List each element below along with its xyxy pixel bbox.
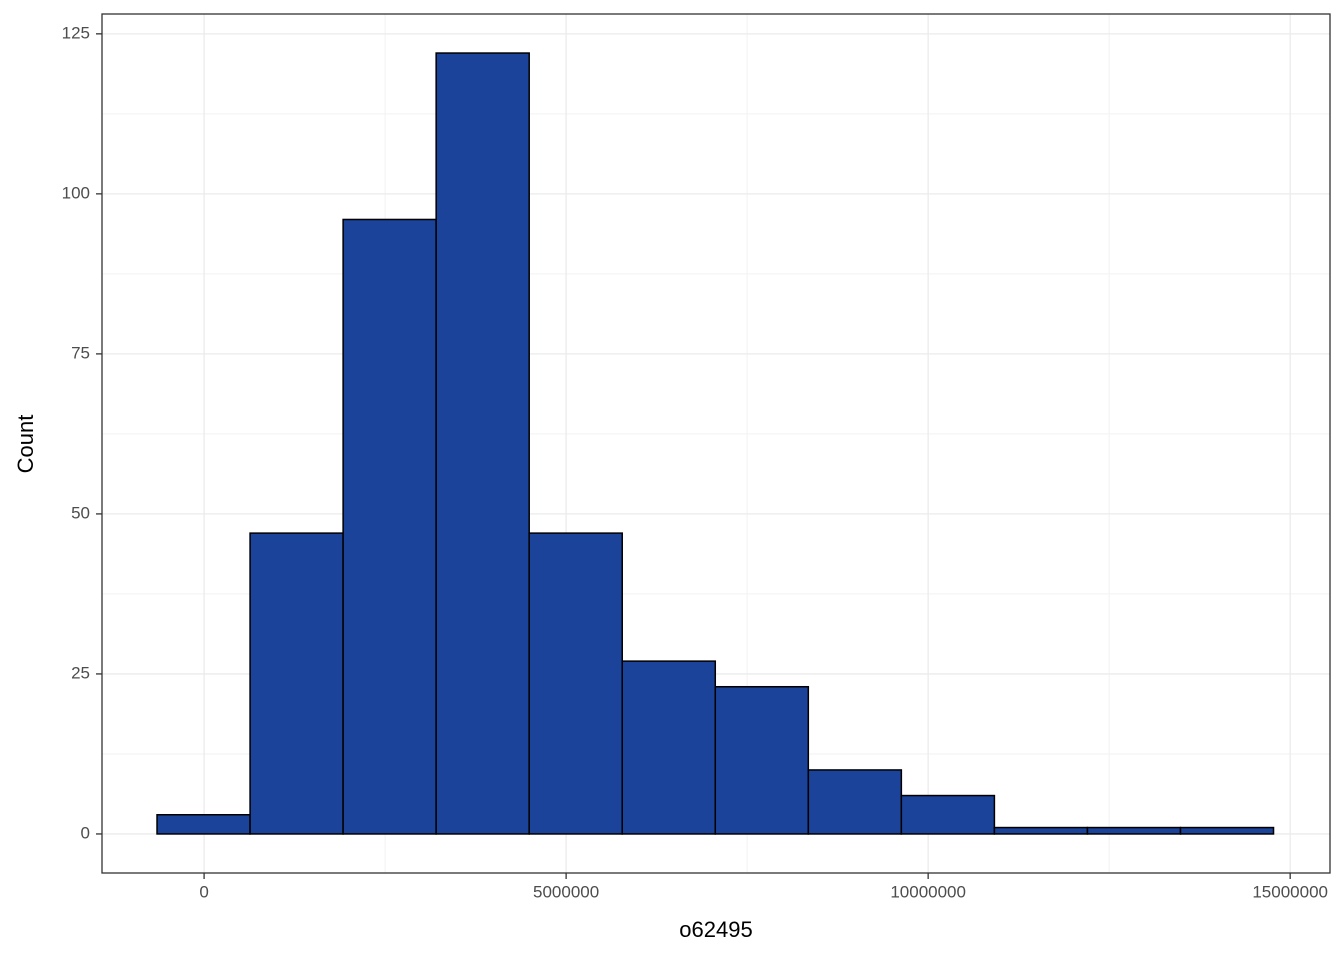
bar	[342, 218, 437, 835]
bar	[993, 826, 1089, 835]
y-axis-title: Count	[13, 415, 38, 474]
x-tick-label: 5000000	[533, 882, 599, 901]
bar	[1086, 826, 1182, 835]
bar	[621, 660, 717, 835]
y-tick-label: 0	[81, 823, 90, 842]
y-tick-label: 75	[71, 343, 90, 362]
x-tick-label: 10000000	[890, 882, 966, 901]
bar	[156, 814, 251, 835]
y-tick-label: 125	[62, 23, 90, 42]
y-tick-label: 100	[62, 183, 90, 202]
bar	[807, 769, 903, 835]
panel-border	[101, 13, 1331, 874]
bar	[900, 794, 996, 835]
bar	[435, 52, 530, 835]
y-tick-label: 50	[71, 503, 90, 522]
bar	[714, 685, 810, 835]
x-axis-title: o62495	[679, 917, 752, 942]
bar	[1179, 826, 1275, 835]
x-tick-label: 0	[199, 882, 208, 901]
bar	[249, 532, 344, 835]
x-tick-label: 15000000	[1252, 882, 1328, 901]
y-tick-label: 25	[71, 663, 90, 682]
bar	[528, 532, 623, 835]
